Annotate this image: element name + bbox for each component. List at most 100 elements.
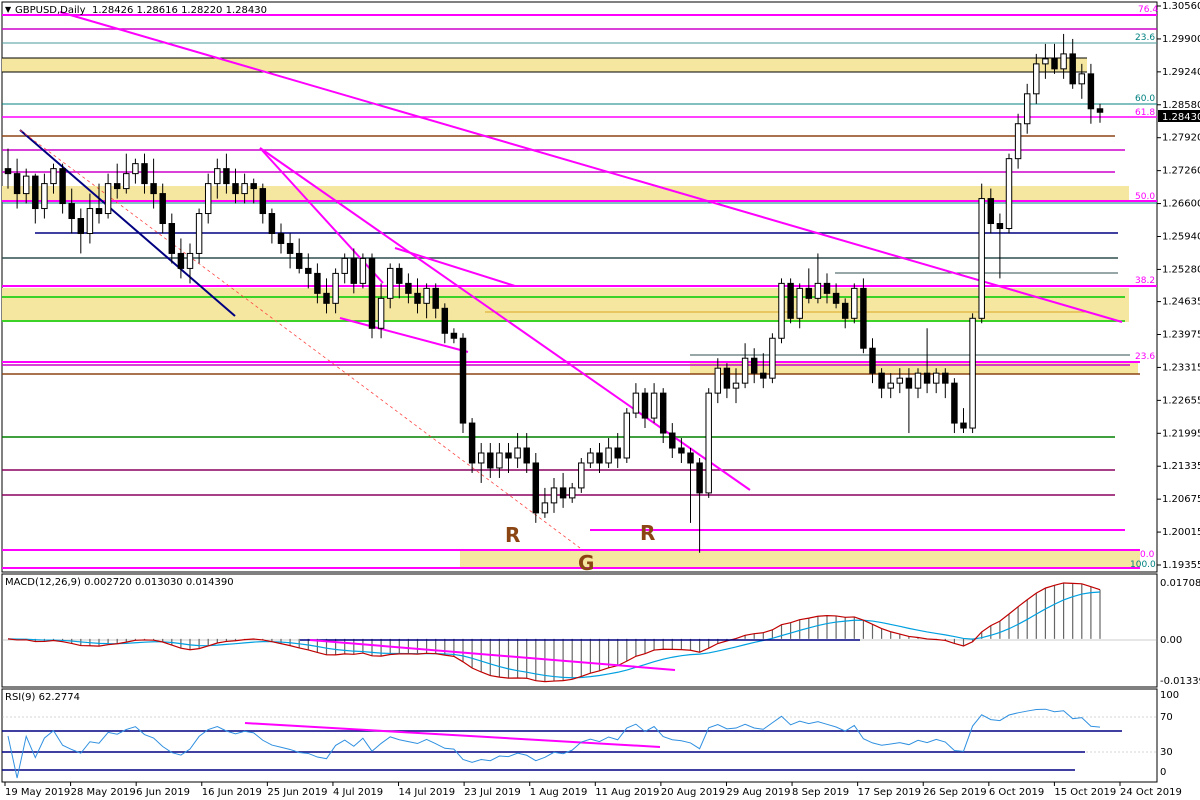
date-tick-label: 17 Sep 2019 (858, 787, 921, 798)
candle-body (214, 168, 221, 185)
pattern-label-r: R (505, 523, 520, 547)
candle-body (732, 382, 740, 389)
candle-body (468, 422, 476, 464)
date-tick-label: 20 Aug 2019 (661, 787, 725, 798)
candle-body (1051, 58, 1058, 70)
candle-body (177, 252, 185, 269)
fib-labels: 76.4 23.6 60.0 61.8 50.0 38.2 23.6 0.0 1… (1130, 5, 1158, 570)
candle-body (268, 213, 276, 234)
candle-body (277, 232, 285, 244)
rsi-tick: 70 (1160, 712, 1173, 723)
macd-tick: 0.017089 (1160, 578, 1200, 589)
candle-body (377, 297, 385, 329)
candle-body (232, 183, 239, 195)
candle-body (796, 287, 803, 319)
candle-body (614, 447, 621, 459)
candle-body (805, 287, 813, 299)
candle-body (605, 447, 612, 464)
price-tick-label: 1.20015 (1162, 527, 1200, 538)
candle-body (960, 422, 967, 429)
macd-tick: 0.00 (1160, 635, 1182, 646)
current-price-marker (1158, 110, 1200, 122)
candle-body (477, 452, 485, 464)
candle-body (295, 252, 303, 269)
candle-body (541, 502, 549, 514)
price-tick-label: 1.27920 (1162, 133, 1200, 144)
candle-body (778, 282, 785, 339)
candle-body (314, 272, 321, 294)
candle-body (450, 332, 458, 339)
candle-body (13, 173, 21, 195)
candle-body (678, 447, 685, 454)
candle-body (696, 462, 703, 494)
candle-body (1060, 53, 1067, 70)
candle-body (86, 208, 94, 234)
candle-body (159, 193, 166, 225)
candle-body (869, 347, 876, 374)
date-tick-label: 19 May 2019 (5, 787, 70, 798)
macd-tick: -0.013398 (1160, 676, 1200, 687)
date-tick-label: 24 Oct 2019 (1120, 787, 1182, 798)
candle-body (750, 357, 758, 374)
rsi-tick: 100 (1160, 690, 1179, 701)
candle-body (1096, 108, 1104, 113)
candle-body (286, 242, 294, 254)
candle-body (141, 163, 148, 185)
candle-body (432, 287, 439, 309)
candle-body (596, 452, 603, 464)
candle-body (951, 382, 958, 424)
candle-body (186, 252, 194, 269)
candle-body (896, 377, 904, 384)
candle-body (1005, 158, 1013, 230)
price-tick-label: 1.27260 (1162, 166, 1200, 177)
price-tick-label: 1.24635 (1162, 297, 1200, 308)
date-tick-label: 1 Aug 2019 (530, 787, 588, 798)
candle-body (887, 382, 894, 389)
candle-body (550, 487, 558, 504)
date-axis: 19 May 2019 28 May 2019 6 Jun 2019 16 Jun 2… (4, 782, 1182, 798)
candle-body (32, 175, 39, 210)
fib-label: 50.0 (1135, 192, 1155, 202)
date-tick-label: 23 Jul 2019 (464, 787, 521, 798)
candle-body (978, 198, 985, 319)
price-axis: 1.30560 1.29900 1.29240 1.28580 1.27920 1.272… (1157, 1, 1200, 571)
date-tick-label: 25 Jun 2019 (267, 787, 327, 798)
candle-body (195, 213, 203, 254)
chart-title-arrow: ▼ (5, 5, 12, 14)
candle-body (259, 188, 267, 215)
candle-body (113, 183, 121, 190)
candle-body (841, 302, 849, 319)
date-tick-label: 8 Sep 2019 (792, 787, 849, 798)
rsi-line (7, 708, 1101, 779)
candle-body (942, 372, 949, 384)
macd-trendline (309, 639, 676, 671)
candle-body (123, 173, 130, 190)
candle-body (705, 392, 712, 494)
pattern-label-r: R (640, 521, 655, 545)
candle-body (996, 223, 1004, 230)
date-tick-label: 15 Oct 2019 (1054, 787, 1116, 798)
candle-body (923, 372, 931, 384)
candle-body (623, 412, 631, 459)
rsi-plot-frame (1, 688, 1158, 783)
candle-body (1023, 93, 1031, 125)
candle-body (305, 267, 312, 274)
candle-body (760, 372, 767, 379)
price-tick-label: 1.25280 (1162, 264, 1200, 275)
date-tick-label: 11 Aug 2019 (595, 787, 659, 798)
pattern-label-g: G (578, 551, 594, 575)
candle-body (204, 183, 212, 215)
candle-body (405, 282, 412, 294)
candle-body (68, 203, 75, 220)
date-tick-label: 28 May 2019 (71, 787, 136, 798)
candle-body (150, 183, 157, 195)
price-tick-label: 1.23975 (1162, 330, 1200, 341)
candle-body (250, 183, 257, 190)
candle-body (50, 168, 57, 185)
candle-body (505, 452, 512, 459)
candle-body (723, 367, 731, 389)
candle-body (1033, 63, 1040, 95)
candle-body (741, 357, 749, 384)
candle-body (487, 452, 494, 469)
